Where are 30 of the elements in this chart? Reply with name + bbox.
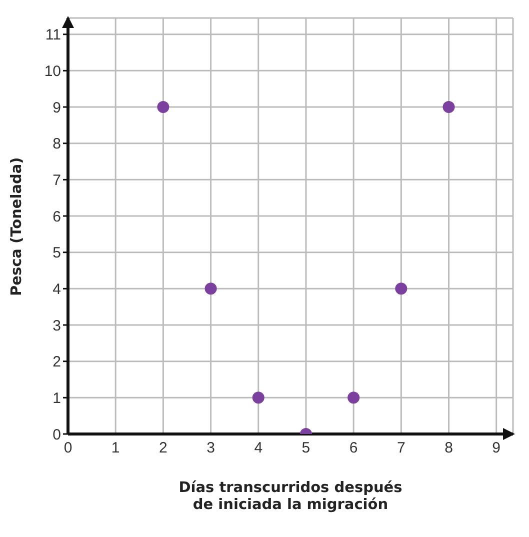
y-tick-label: 7 — [52, 172, 61, 189]
y-tick-label: 3 — [52, 317, 61, 334]
y-tick-label: 5 — [52, 244, 61, 262]
x-tick-label: 2 — [159, 440, 168, 457]
y-axis-title: Pesca (Tonelada) — [9, 157, 26, 296]
y-tick-label: 0 — [52, 426, 61, 444]
y-tick-label: 8 — [52, 136, 61, 153]
y-tick-label: 9 — [52, 99, 61, 116]
x-tick-label: 0 — [64, 440, 72, 457]
point — [204, 282, 217, 295]
point — [252, 392, 264, 404]
x-tick-label: 4 — [254, 440, 263, 457]
y-tick-label: 1 — [52, 390, 61, 407]
x-tick-label: 6 — [349, 440, 358, 457]
point — [157, 101, 170, 114]
point — [395, 282, 408, 295]
x-tick-label: 9 — [492, 440, 501, 457]
x-tick-label: 5 — [302, 440, 310, 457]
point — [348, 392, 360, 404]
x-tick-label: 8 — [444, 440, 453, 457]
x-tick-label: 3 — [206, 440, 215, 457]
y-tick-label: 11 — [45, 26, 61, 44]
y-tick-label: 10 — [44, 63, 61, 80]
x-tick-label: 7 — [396, 440, 406, 457]
x-tick-label: 1 — [111, 440, 120, 457]
y-tick-label: 4 — [52, 280, 61, 298]
x-axis-title: Días transcurridos después de iniciada la migración — [178, 480, 402, 513]
point — [442, 101, 455, 114]
y-tick-label: 2 — [52, 354, 61, 371]
y-tick-label: 6 — [52, 208, 61, 226]
